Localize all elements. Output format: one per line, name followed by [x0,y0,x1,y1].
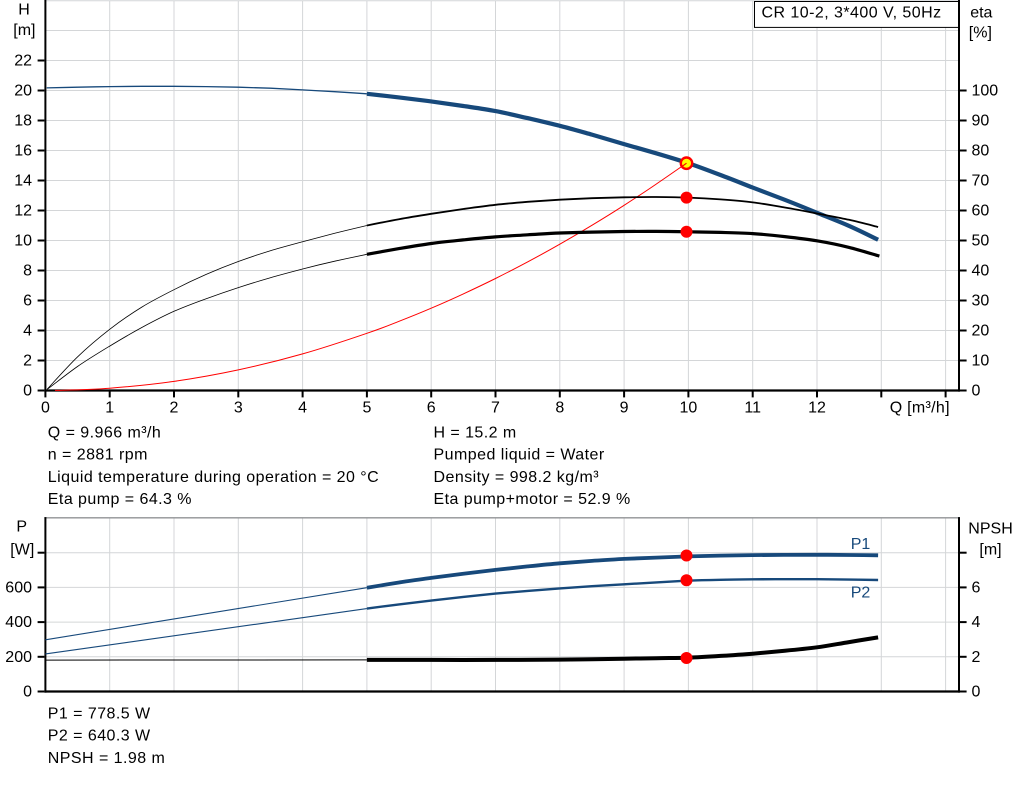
svg-text:2: 2 [972,649,981,666]
svg-text:50: 50 [972,233,990,250]
svg-text:18: 18 [14,113,32,130]
svg-text:70: 70 [972,173,990,190]
svg-text:P1: P1 [851,536,871,553]
svg-text:4: 4 [298,400,307,417]
svg-text:Pumped liquid = Water: Pumped liquid = Water [434,447,605,464]
svg-text:2: 2 [170,400,179,417]
svg-text:[m]: [m] [979,541,1001,558]
svg-text:[m]: [m] [13,22,35,39]
svg-text:3: 3 [234,400,243,417]
svg-text:Q = 9.966 m³/h: Q = 9.966 m³/h [48,424,161,441]
svg-text:NPSH = 1.98 m: NPSH = 1.98 m [48,750,165,767]
svg-text:22: 22 [14,53,32,70]
svg-text:eta: eta [970,4,992,21]
svg-text:6: 6 [972,579,981,596]
svg-text:10: 10 [680,400,698,417]
svg-text:600: 600 [5,579,32,596]
svg-text:10: 10 [14,233,32,250]
svg-text:[W]: [W] [10,542,34,559]
svg-text:8: 8 [555,400,564,417]
svg-text:100: 100 [972,83,999,100]
svg-text:10: 10 [972,353,990,370]
svg-text:H = 15.2 m: H = 15.2 m [434,424,517,441]
svg-text:12: 12 [14,203,32,220]
svg-text:6: 6 [23,293,32,310]
svg-text:80: 80 [972,143,990,160]
svg-text:0: 0 [23,684,32,701]
svg-text:400: 400 [5,614,32,631]
svg-text:Q [m³/h]: Q [m³/h] [890,400,950,417]
svg-text:20: 20 [972,323,990,340]
svg-text:12: 12 [808,400,826,417]
svg-text:P: P [16,519,27,536]
svg-text:200: 200 [5,649,32,666]
svg-text:90: 90 [972,113,990,130]
svg-text:Liquid temperature during oper: Liquid temperature during operation = 20… [48,469,379,486]
svg-text:CR 10-2, 3*400 V, 50Hz: CR 10-2, 3*400 V, 50Hz [762,5,942,22]
svg-text:20: 20 [14,83,32,100]
svg-text:16: 16 [14,143,32,160]
svg-text:6: 6 [427,400,436,417]
svg-text:0: 0 [972,684,981,701]
svg-text:8: 8 [23,263,32,280]
svg-text:4: 4 [23,323,32,340]
svg-text:30: 30 [972,293,990,310]
svg-text:14: 14 [14,173,32,190]
svg-text:0: 0 [972,383,981,400]
svg-text:H: H [18,2,30,19]
svg-text:9: 9 [620,400,629,417]
svg-text:4: 4 [972,614,981,631]
svg-text:60: 60 [972,203,990,220]
svg-text:Eta pump+motor = 52.9 %: Eta pump+motor = 52.9 % [434,491,631,508]
svg-text:11: 11 [744,400,761,417]
svg-text:2: 2 [23,353,32,370]
svg-text:5: 5 [362,400,371,417]
svg-text:7: 7 [491,400,500,417]
svg-text:Eta pump = 64.3 %: Eta pump = 64.3 % [48,491,192,508]
svg-text:n = 2881 rpm: n = 2881 rpm [48,447,148,464]
svg-text:NPSH: NPSH [968,520,1012,537]
svg-text:P2: P2 [851,584,871,601]
svg-text:P2 = 640.3 W: P2 = 640.3 W [48,728,151,745]
svg-text:0: 0 [23,383,32,400]
svg-text:[%]: [%] [969,25,992,42]
svg-text:P1 = 778.5 W: P1 = 778.5 W [48,705,151,722]
svg-text:1: 1 [105,400,114,417]
svg-text:40: 40 [972,263,990,280]
svg-text:0: 0 [41,400,50,417]
svg-text:Density = 998.2 kg/m³: Density = 998.2 kg/m³ [434,469,600,486]
